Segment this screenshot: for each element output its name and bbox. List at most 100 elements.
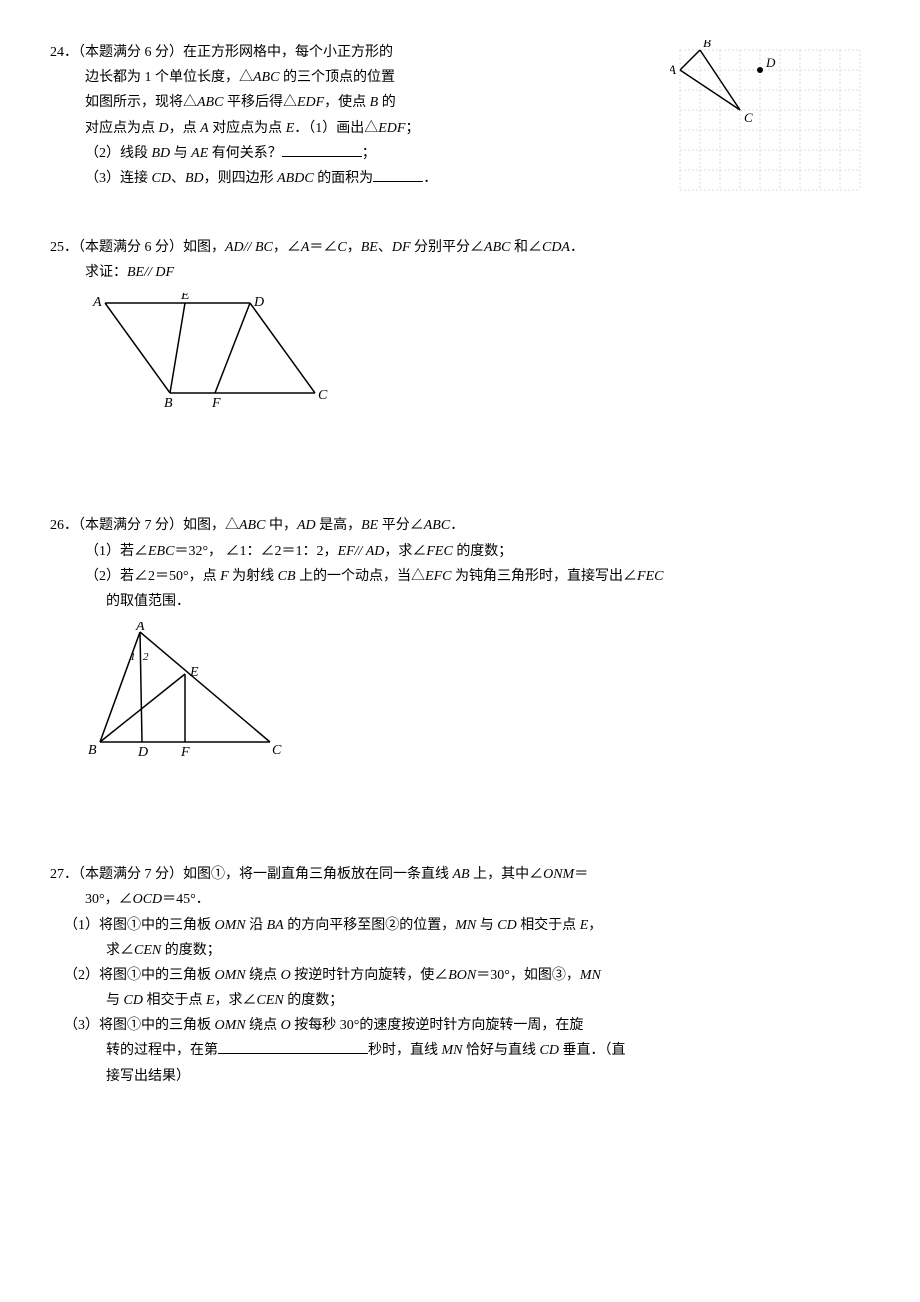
mn3: MN xyxy=(442,1043,463,1058)
t: 是高， xyxy=(316,518,362,533)
p24-q2: （2）线段 BD 与 AE 有何关系？； xyxy=(50,146,376,161)
t: 与 xyxy=(476,918,497,933)
mn2: MN xyxy=(580,968,601,983)
abdc: ABDC xyxy=(277,171,314,186)
t: （1）若∠ xyxy=(85,544,148,559)
t: 对应点为点 xyxy=(85,121,159,136)
p27-q1: （1）将图①中的三角板 OMN 沿 BA 的方向平移至图②的位置，MN 与 CD… xyxy=(50,918,602,933)
t: ，∠ xyxy=(273,240,301,255)
svg-text:D: D xyxy=(765,55,776,70)
mn: MN xyxy=(455,918,476,933)
abc2: ABC xyxy=(424,518,450,533)
t: 平分∠ xyxy=(378,518,424,533)
e: E xyxy=(580,918,589,933)
svg-text:1: 1 xyxy=(130,651,136,663)
svg-text:B: B xyxy=(703,40,711,50)
svg-text:C: C xyxy=(272,743,282,758)
cda: CDA xyxy=(542,240,570,255)
t: 、 xyxy=(171,171,185,186)
problem-25: 25．（本题满分 6 分）如图，AD// BC，∠A＝∠C，BE、DF 分别平分… xyxy=(50,235,870,413)
t: ＝30°，如图③， xyxy=(476,968,580,983)
p27-q3c: 接写出结果） xyxy=(50,1069,190,1084)
t: 绕点 xyxy=(246,1018,281,1033)
d: D xyxy=(159,121,169,136)
cd: CD xyxy=(497,918,516,933)
t: 30°，∠ xyxy=(85,892,133,907)
p26-text: 26．（本题满分 7 分）如图，△ABC 中，AD 是高，BE 平分∠ABC． … xyxy=(50,513,870,614)
p27-num: 27． xyxy=(50,867,78,882)
t: 沿 xyxy=(246,918,267,933)
t: 对应点为点 xyxy=(209,121,286,136)
svg-text:E: E xyxy=(189,665,199,680)
blank-24-2 xyxy=(282,142,362,157)
svg-text:D: D xyxy=(253,295,264,310)
bd2: BD xyxy=(185,171,204,186)
ebc: EBC xyxy=(148,544,174,559)
triangle-figure: ABCDFE12 xyxy=(85,622,295,762)
t: 秒时，直线 xyxy=(368,1043,442,1058)
t: 边长都为 1 个单位长度，△ xyxy=(85,70,253,85)
t: 恰好与直线 xyxy=(463,1043,540,1058)
ab: AB xyxy=(453,867,470,882)
svg-text:A: A xyxy=(670,62,676,77)
t: 和∠ xyxy=(510,240,542,255)
t: 平移后得△ xyxy=(223,95,297,110)
t: 相交于点 xyxy=(517,918,580,933)
t: 的度数； xyxy=(453,544,513,559)
edf2: EDF xyxy=(378,121,405,136)
t: ， xyxy=(347,240,361,255)
p27-q2b: 与 CD 相交于点 E，求∠CEN 的度数； xyxy=(50,993,343,1008)
e2: E xyxy=(206,993,215,1008)
svg-text:C: C xyxy=(744,110,753,125)
t: ＝45°． xyxy=(162,892,210,907)
abc2: ABC xyxy=(197,95,223,110)
svg-text:B: B xyxy=(88,743,97,758)
t: ，使点 xyxy=(324,95,370,110)
p24-l1: （本题满分 6 分）在正方形网格中，每个小正方形的 xyxy=(78,45,393,60)
bon: BON xyxy=(448,968,476,983)
blank-27-3 xyxy=(218,1039,368,1054)
t: 绕点 xyxy=(246,968,281,983)
t: ，则四边形 xyxy=(204,171,278,186)
adbc: AD// BC xyxy=(225,240,273,255)
f: F xyxy=(220,569,229,584)
a: A xyxy=(200,121,209,136)
t: 的度数； xyxy=(161,943,221,958)
ocd: OCD xyxy=(133,892,163,907)
t: （3）将图①中的三角板 xyxy=(64,1018,215,1033)
t: （2）将图①中的三角板 xyxy=(64,968,215,983)
e: E xyxy=(286,121,295,136)
t: 的三个顶点的位置 xyxy=(279,70,395,85)
cd2: CD xyxy=(124,993,143,1008)
svg-text:F: F xyxy=(180,745,190,760)
svg-text:A: A xyxy=(92,295,102,310)
t: （2）线段 xyxy=(85,146,152,161)
p26-num: 26． xyxy=(50,518,78,533)
cb: CB xyxy=(278,569,296,584)
t: 如图所示，现将△ xyxy=(85,95,197,110)
t: ，求∠ xyxy=(215,993,257,1008)
t: （本题满分 7 分）如图，△ xyxy=(78,518,239,533)
figure-26: ABCDFE12 xyxy=(85,622,870,762)
t: 按每秒 30°的速度按逆时针方向旋转一周，在旋 xyxy=(291,1018,584,1033)
p27-q3: （3）将图①中的三角板 OMN 绕点 O 按每秒 30°的速度按逆时针方向旋转一… xyxy=(50,1018,583,1033)
df: DF xyxy=(392,240,411,255)
t: 的方向平移至图②的位置， xyxy=(284,918,456,933)
omn2: OMN xyxy=(215,968,246,983)
be: BE xyxy=(361,518,378,533)
t: 的度数； xyxy=(284,993,344,1008)
p24-q3: （3）连接 CD、BD，则四边形 ABDC 的面积为． xyxy=(50,171,437,186)
t: 的取值范围． xyxy=(106,594,190,609)
p27-l2: 30°，∠OCD＝45°． xyxy=(50,892,210,907)
fec2: FEC xyxy=(637,569,663,584)
t: ． xyxy=(450,518,464,533)
onm: ONM xyxy=(543,867,574,882)
p26-q1: （1）若∠EBC＝32°， ∠1：∠2＝1：2，EF// AD，求∠FEC 的度… xyxy=(50,544,512,559)
omn3: OMN xyxy=(215,1018,246,1033)
p25-prove: 求证：BE// DF xyxy=(50,265,174,280)
t: 相交于点 xyxy=(143,993,206,1008)
t: 的面积为 xyxy=(314,171,374,186)
ba: BA xyxy=(267,918,284,933)
t: 按逆时针方向旋转，使∠ xyxy=(291,968,449,983)
cd3: CD xyxy=(540,1043,559,1058)
